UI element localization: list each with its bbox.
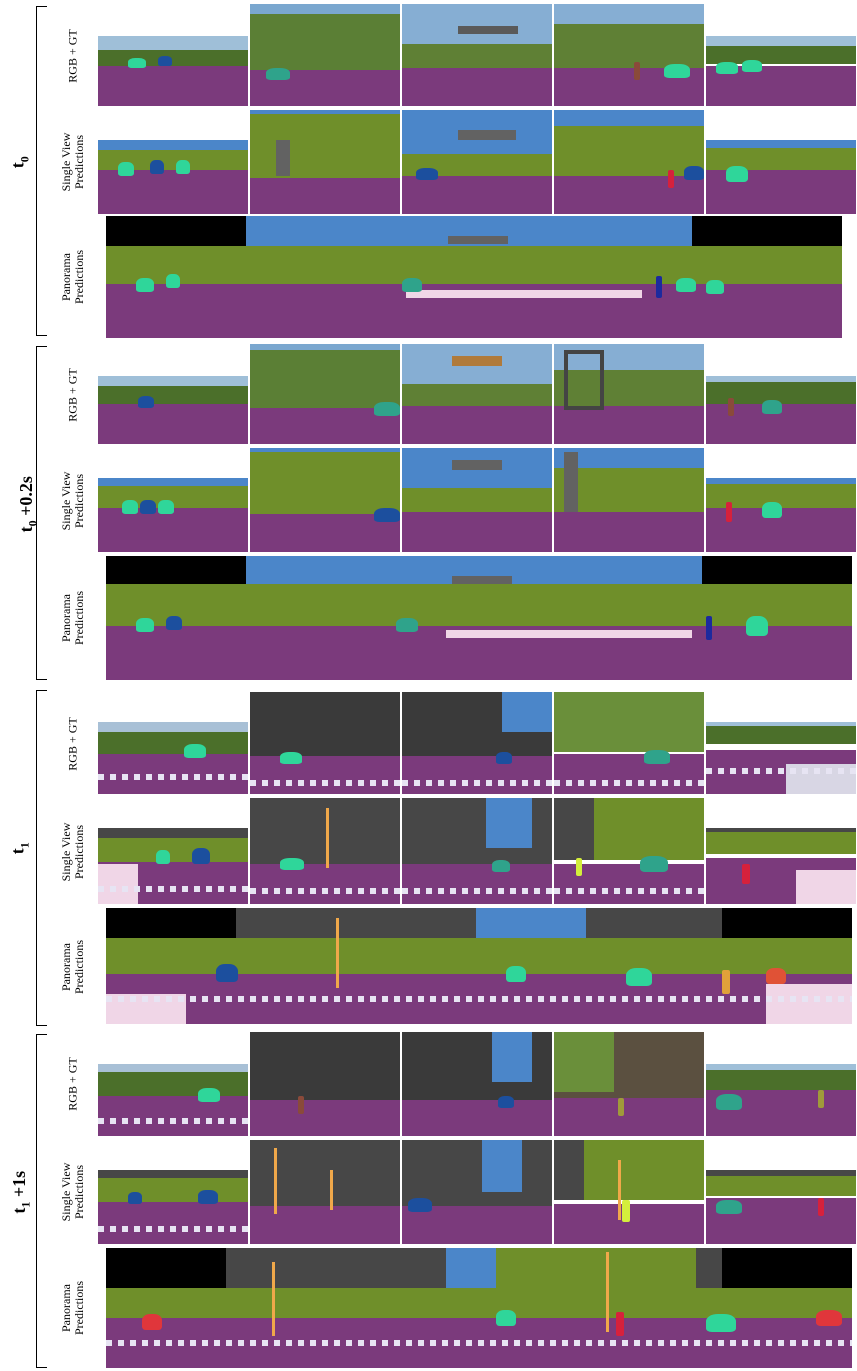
time-label: t1 +1s bbox=[9, 1170, 33, 1214]
camera-view-4 bbox=[554, 692, 704, 794]
rgb-gt-strip bbox=[98, 4, 856, 106]
row-label-single-view: Single View Predictions bbox=[59, 822, 86, 882]
row-label-panorama: Panorama Predictions bbox=[59, 940, 86, 994]
camera-view-2 bbox=[250, 1032, 400, 1136]
row-label-rgb-gt: RGB + GT bbox=[65, 717, 80, 771]
group-t1: t1 RGB + GT Single View Predictions Panor… bbox=[0, 686, 857, 1030]
row-label-rgb-gt: RGB + GT bbox=[65, 1057, 80, 1111]
prediction-view-3 bbox=[402, 448, 552, 552]
camera-view-5 bbox=[706, 376, 856, 444]
camera-view-1 bbox=[98, 36, 248, 106]
camera-view-4 bbox=[554, 344, 704, 444]
row-label-panorama: Panorama Predictions bbox=[59, 250, 86, 304]
camera-view-3 bbox=[402, 344, 552, 444]
single-view-strip bbox=[98, 1140, 856, 1244]
prediction-view-2 bbox=[250, 798, 400, 904]
time-label: t0 bbox=[7, 156, 32, 169]
camera-view-5 bbox=[706, 36, 856, 106]
row-label-single-view: Single View Predictions bbox=[59, 471, 86, 531]
camera-view-1 bbox=[98, 722, 248, 794]
group-brace bbox=[36, 6, 47, 336]
camera-view-2 bbox=[250, 344, 400, 444]
single-view-strip bbox=[98, 110, 856, 214]
prediction-view-1 bbox=[98, 140, 248, 214]
prediction-view-5 bbox=[706, 140, 856, 214]
camera-view-2 bbox=[250, 4, 400, 106]
prediction-view-2 bbox=[250, 110, 400, 214]
time-label: t1 bbox=[7, 842, 32, 855]
prediction-view-4 bbox=[554, 110, 704, 214]
group-t1-plus-1s: t1 +1s RGB + GT Single View Predictions P… bbox=[0, 1030, 857, 1371]
prediction-view-2 bbox=[250, 448, 400, 552]
panorama-view bbox=[106, 216, 842, 338]
prediction-view-4 bbox=[554, 1140, 704, 1244]
prediction-view-1 bbox=[98, 828, 248, 904]
group-t0-plus-0-2s: t0 +0.2s RGB + GT Single View Predictions… bbox=[0, 342, 857, 684]
camera-view-1 bbox=[98, 1064, 248, 1136]
prediction-view-3 bbox=[402, 1140, 552, 1244]
camera-view-2 bbox=[250, 692, 400, 794]
row-label-single-view: Single View Predictions bbox=[59, 132, 86, 192]
group-brace bbox=[36, 1034, 47, 1368]
row-label-panorama: Panorama Predictions bbox=[59, 1281, 86, 1335]
rgb-gt-strip bbox=[98, 692, 856, 794]
prediction-view-5 bbox=[706, 1170, 856, 1244]
group-brace bbox=[36, 346, 47, 680]
camera-view-3 bbox=[402, 4, 552, 106]
prediction-view-5 bbox=[706, 828, 856, 904]
single-view-strip bbox=[98, 798, 856, 904]
row-label-rgb-gt: RGB + GT bbox=[65, 29, 80, 83]
prediction-view-3 bbox=[402, 110, 552, 214]
rgb-gt-strip bbox=[98, 344, 856, 444]
camera-view-3 bbox=[402, 1032, 552, 1136]
panorama-view bbox=[106, 908, 852, 1024]
row-label-rgb-gt: RGB + GT bbox=[65, 368, 80, 422]
camera-view-4 bbox=[554, 4, 704, 106]
panorama-strip bbox=[106, 1248, 852, 1368]
panorama-strip bbox=[106, 908, 852, 1024]
camera-view-4 bbox=[554, 1032, 704, 1136]
prediction-view-3 bbox=[402, 798, 552, 904]
single-view-strip bbox=[98, 448, 856, 552]
row-label-panorama: Panorama Predictions bbox=[59, 591, 86, 645]
rgb-gt-strip bbox=[98, 1032, 856, 1136]
camera-view-1 bbox=[98, 376, 248, 444]
group-brace bbox=[36, 690, 47, 1026]
row-label-single-view: Single View Predictions bbox=[59, 1162, 86, 1222]
camera-view-5 bbox=[706, 1064, 856, 1136]
panorama-view bbox=[106, 1248, 852, 1368]
time-label: t0 +0.2s bbox=[15, 476, 40, 533]
group-t0: t0 RGB + GT Single View Predictions Panor… bbox=[0, 0, 857, 340]
panorama-view bbox=[106, 556, 852, 680]
prediction-view-4 bbox=[554, 798, 704, 904]
prediction-view-5 bbox=[706, 478, 856, 552]
prediction-view-2 bbox=[250, 1140, 400, 1244]
prediction-view-4 bbox=[554, 448, 704, 552]
prediction-view-1 bbox=[98, 478, 248, 552]
panorama-strip bbox=[106, 556, 852, 680]
prediction-view-1 bbox=[98, 1170, 248, 1244]
panorama-strip bbox=[106, 216, 842, 338]
camera-view-5 bbox=[706, 722, 856, 794]
camera-view-3 bbox=[402, 692, 552, 794]
